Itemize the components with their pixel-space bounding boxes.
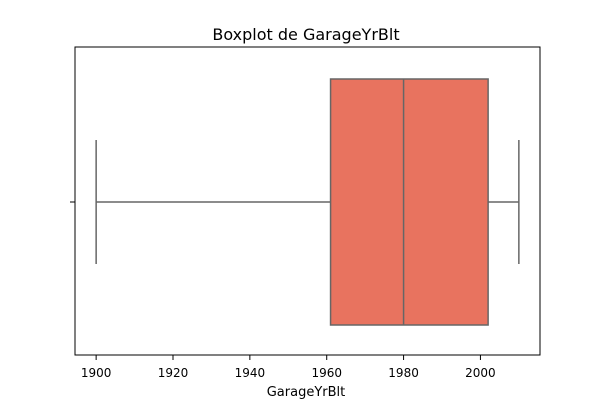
x-axis-label: GarageYrBlt bbox=[267, 385, 346, 400]
x-tick-label: 1980 bbox=[388, 366, 419, 380]
x-tick-label: 2000 bbox=[465, 366, 496, 380]
iqr-box bbox=[329, 78, 489, 326]
chart-title: Boxplot de GarageYrBlt bbox=[212, 25, 399, 44]
x-axis-ticks: 1900 1920 1940 1960 1980 2000 bbox=[81, 355, 496, 380]
x-tick-label: 1920 bbox=[158, 366, 189, 380]
plot-area-frame bbox=[74, 46, 541, 356]
x-tick-label: 1960 bbox=[311, 366, 342, 380]
box-group bbox=[95, 78, 520, 326]
x-tick-label: 1940 bbox=[235, 366, 266, 380]
x-tick-label: 1900 bbox=[81, 366, 112, 380]
